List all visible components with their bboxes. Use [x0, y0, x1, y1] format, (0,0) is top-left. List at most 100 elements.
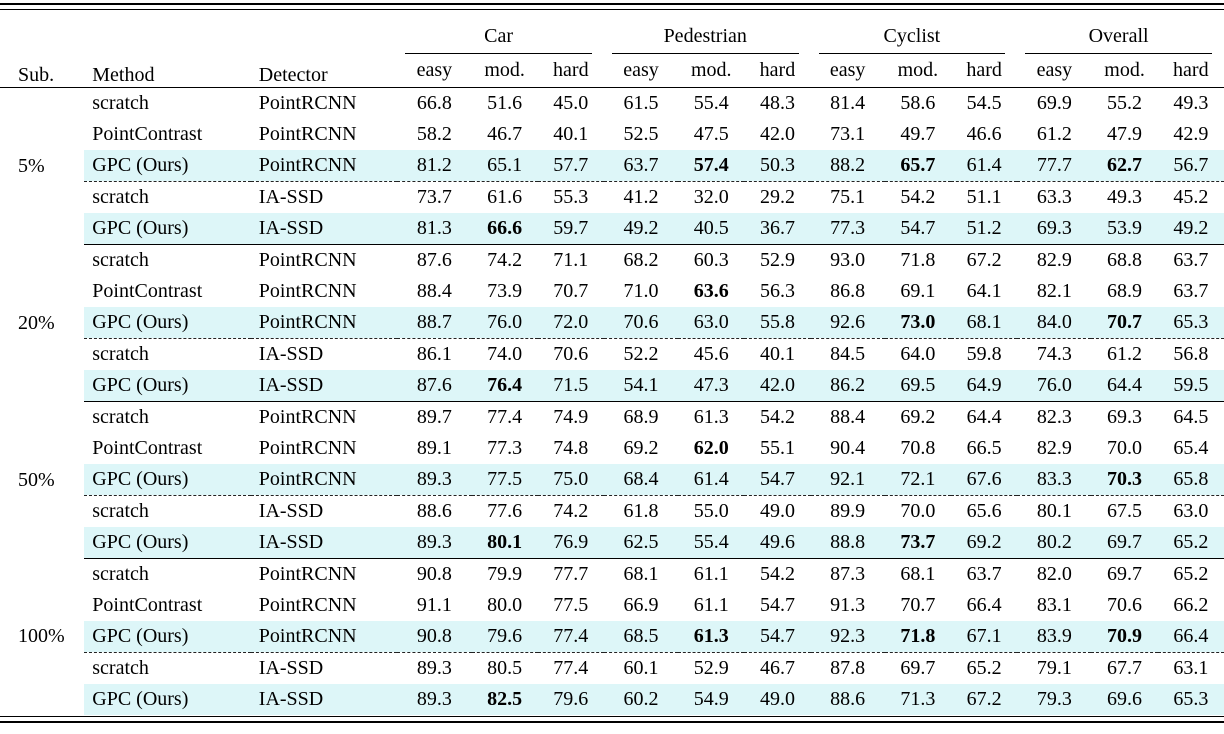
- value-cell: 47.5: [693, 123, 729, 145]
- value-cell: 74.2: [553, 500, 589, 522]
- value-cell: 54.2: [759, 406, 795, 428]
- detector-cell: IA-SSD: [250, 527, 398, 559]
- value-cell: 63.6: [693, 280, 729, 302]
- results-table: Sub. Method Detector Car Pedestrian Cyclist Ov…: [0, 10, 1224, 715]
- value-cell: 73.7: [884, 527, 951, 559]
- value-cell: 88.8: [810, 527, 885, 559]
- method-cell: scratch: [92, 92, 149, 114]
- value-cell: 70.6: [1107, 594, 1143, 616]
- value-cell: 64.0: [900, 343, 936, 365]
- table-row: PointContrast PointRCNN 58.2 46.7 40.1 52.5 47…: [0, 119, 1224, 150]
- detector-cell: IA-SSD: [250, 370, 398, 402]
- value-cell: 88.6: [810, 684, 885, 715]
- method-cell: GPC (Ours): [84, 150, 251, 182]
- method-cell: scratch: [92, 343, 149, 365]
- value-cell: 62.0: [693, 437, 729, 459]
- value-cell: 55.4: [678, 527, 745, 559]
- value-cell: 83.9: [1017, 621, 1092, 653]
- column-header-overall-hard: hard: [1157, 54, 1224, 88]
- value-cell: 65.1: [471, 150, 538, 182]
- value-cell: 81.2: [397, 150, 472, 182]
- value-cell: 64.9: [950, 370, 1018, 402]
- value-cell: 82.3: [1036, 406, 1072, 428]
- value-cell: 70.7: [900, 594, 936, 616]
- value-cell: 69.7: [1091, 527, 1158, 559]
- value-cell: 89.3: [397, 464, 472, 496]
- detector-cell: IA-SSD: [250, 213, 398, 245]
- value-cell: 88.4: [830, 406, 866, 428]
- value-cell: 68.2: [623, 249, 659, 271]
- value-cell: 67.1: [950, 621, 1018, 653]
- value-cell: 67.6: [950, 464, 1018, 496]
- column-header-cyclist-mod: mod.: [884, 54, 951, 88]
- detector-cell: IA-SSD: [258, 343, 324, 365]
- column-group-header-pedestrian: Pedestrian: [604, 10, 811, 54]
- value-cell: 42.9: [1173, 123, 1209, 145]
- value-cell: 55.3: [553, 186, 589, 208]
- value-cell: 69.2: [623, 437, 659, 459]
- value-cell: 76.4: [471, 370, 538, 402]
- value-cell: 74.9: [553, 406, 589, 428]
- value-cell: 63.7: [966, 563, 1002, 585]
- value-cell: 71.5: [537, 370, 604, 402]
- value-cell: 88.2: [810, 150, 885, 182]
- value-cell: 77.4: [553, 657, 589, 679]
- value-cell: 79.3: [1017, 684, 1092, 715]
- value-cell: 36.7: [744, 213, 811, 245]
- value-cell: 52.9: [759, 249, 795, 271]
- column-group-label: Cyclist: [818, 25, 1006, 54]
- value-cell: 66.6: [471, 213, 538, 245]
- method-cell: GPC (Ours): [84, 621, 251, 653]
- value-cell: 49.3: [1107, 186, 1143, 208]
- value-cell: 82.9: [1036, 249, 1072, 271]
- column-group-header-cyclist: Cyclist: [811, 10, 1018, 54]
- value-cell: 64.5: [1173, 406, 1209, 428]
- value-cell: 86.8: [830, 280, 866, 302]
- detector-cell: IA-SSD: [250, 684, 398, 715]
- value-cell: 47.9: [1107, 123, 1143, 145]
- method-cell: scratch: [92, 186, 149, 208]
- value-cell: 82.1: [1036, 280, 1072, 302]
- method-cell: GPC (Ours): [84, 307, 251, 339]
- value-cell: 80.1: [1036, 500, 1072, 522]
- value-cell: 89.3: [416, 657, 452, 679]
- value-cell: 61.1: [693, 563, 729, 585]
- value-cell: 83.3: [1017, 464, 1092, 496]
- detector-cell: PointRCNN: [258, 92, 357, 114]
- value-cell: 65.7: [884, 150, 951, 182]
- value-cell: 49.2: [1157, 213, 1224, 245]
- value-cell: 88.6: [416, 500, 452, 522]
- value-cell: 87.3: [830, 563, 866, 585]
- value-cell: 81.3: [397, 213, 472, 245]
- value-cell: 89.3: [397, 684, 472, 715]
- value-cell: 76.0: [471, 307, 538, 339]
- value-cell: 40.5: [678, 213, 745, 245]
- column-header-pedestrian-easy: easy: [603, 54, 679, 88]
- value-cell: 54.7: [759, 594, 795, 616]
- column-header-cyclist-easy: easy: [810, 54, 885, 88]
- value-cell: 69.9: [1036, 92, 1072, 114]
- value-cell: 74.2: [487, 249, 523, 271]
- value-cell: 68.4: [603, 464, 679, 496]
- value-cell: 61.8: [623, 500, 659, 522]
- value-cell: 62.7: [1091, 150, 1158, 182]
- value-cell: 77.5: [471, 464, 538, 496]
- value-cell: 79.6: [537, 684, 604, 715]
- detector-cell: IA-SSD: [258, 186, 324, 208]
- column-group-label: Car: [405, 25, 592, 54]
- value-cell: 54.9: [678, 684, 745, 715]
- table-row: GPC (Ours) IA-SSD 81.3 66.6 59.7 49.2 40.5 36.7…: [0, 213, 1224, 245]
- value-cell: 74.0: [487, 343, 523, 365]
- value-cell: 92.6: [810, 307, 885, 339]
- value-cell: 60.1: [623, 657, 659, 679]
- value-cell: 67.2: [950, 684, 1018, 715]
- value-cell: 56.7: [1157, 150, 1224, 182]
- value-cell: 64.4: [966, 406, 1002, 428]
- column-header-cyclist-hard: hard: [950, 54, 1018, 88]
- value-cell: 52.9: [693, 657, 729, 679]
- value-cell: 63.0: [678, 307, 745, 339]
- column-header-detector: Detector: [250, 10, 398, 88]
- value-cell: 63.3: [1036, 186, 1072, 208]
- value-cell: 82.9: [1036, 437, 1072, 459]
- value-cell: 49.7: [900, 123, 936, 145]
